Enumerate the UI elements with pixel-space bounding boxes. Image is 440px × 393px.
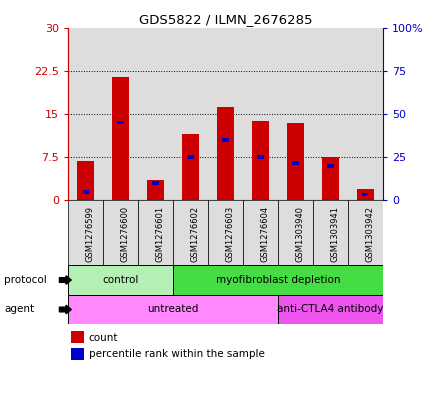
Bar: [83, 190, 89, 193]
Text: GSM1303942: GSM1303942: [365, 206, 374, 262]
Bar: [187, 156, 194, 159]
Text: GSM1303940: GSM1303940: [295, 206, 304, 262]
Text: GSM1276604: GSM1276604: [260, 206, 269, 262]
Text: GSM1276599: GSM1276599: [86, 206, 95, 262]
Bar: [243, 200, 278, 265]
Bar: [71, 331, 84, 343]
Bar: [313, 28, 348, 200]
Text: control: control: [103, 275, 139, 285]
Text: percentile rank within the sample: percentile rank within the sample: [88, 349, 264, 359]
Text: GSM1276603: GSM1276603: [226, 206, 235, 262]
Bar: [243, 200, 278, 265]
Text: GSM1303941: GSM1303941: [330, 206, 339, 262]
Bar: [117, 121, 124, 124]
Bar: [138, 200, 173, 265]
Text: myofibroblast depletion: myofibroblast depletion: [216, 275, 340, 285]
Text: GSM1276602: GSM1276602: [191, 206, 200, 262]
Bar: [313, 200, 348, 265]
Bar: [348, 200, 383, 265]
Bar: [173, 265, 383, 295]
Bar: [348, 200, 383, 265]
Bar: [356, 189, 374, 200]
Bar: [278, 200, 313, 265]
Text: untreated: untreated: [147, 305, 199, 314]
Bar: [313, 200, 348, 265]
Bar: [292, 161, 299, 165]
Bar: [147, 180, 164, 200]
Bar: [112, 77, 129, 200]
Text: protocol: protocol: [4, 275, 47, 285]
Text: GSM1276601: GSM1276601: [156, 206, 165, 262]
Bar: [68, 28, 103, 200]
Bar: [278, 28, 313, 200]
Bar: [103, 200, 138, 265]
Bar: [68, 200, 103, 265]
Bar: [257, 156, 264, 159]
Text: count: count: [88, 332, 118, 343]
Bar: [77, 161, 95, 200]
Bar: [348, 28, 383, 200]
Bar: [327, 164, 334, 167]
Text: GSM1276600: GSM1276600: [121, 206, 130, 262]
Bar: [103, 28, 138, 200]
Bar: [217, 107, 234, 200]
Bar: [208, 200, 243, 265]
Bar: [322, 157, 339, 200]
Bar: [68, 295, 278, 324]
Bar: [152, 182, 159, 185]
Bar: [222, 138, 229, 141]
Bar: [182, 134, 199, 200]
Bar: [103, 200, 138, 265]
Bar: [243, 28, 278, 200]
Bar: [71, 348, 84, 360]
Bar: [362, 193, 368, 196]
Bar: [208, 28, 243, 200]
Bar: [138, 200, 173, 265]
Bar: [287, 123, 304, 200]
Bar: [173, 200, 208, 265]
Text: agent: agent: [4, 305, 34, 314]
Bar: [252, 121, 269, 200]
Text: anti-CTLA4 antibody: anti-CTLA4 antibody: [277, 305, 384, 314]
Bar: [173, 200, 208, 265]
Bar: [173, 28, 208, 200]
Title: GDS5822 / ILMN_2676285: GDS5822 / ILMN_2676285: [139, 13, 312, 26]
Bar: [68, 200, 103, 265]
Bar: [208, 200, 243, 265]
Bar: [278, 295, 383, 324]
Bar: [68, 265, 173, 295]
Bar: [138, 28, 173, 200]
Bar: [278, 200, 313, 265]
